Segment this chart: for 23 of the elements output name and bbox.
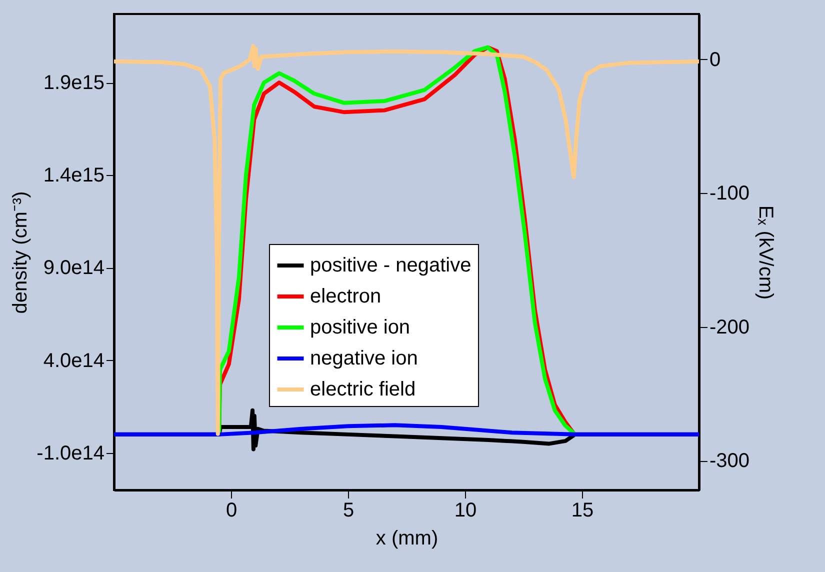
x-tick-label: 0 [226, 500, 238, 522]
y-tick-label: 9.0e14 [43, 257, 104, 280]
line-series [114, 44, 699, 436]
y2-tick-label: -300 [710, 450, 750, 472]
y2-tick-label: 0 [710, 48, 721, 71]
legend-label: electron [310, 286, 382, 308]
x-tick-label: 10 [454, 500, 477, 522]
x-axis-title: x (mm) [376, 528, 438, 550]
y-tick-label: 1.4e15 [43, 164, 104, 187]
y-tick-label: 1.9e15 [43, 72, 104, 94]
y2-tick-label: -200 [710, 316, 750, 338]
y2-tick-label: -100 [710, 182, 750, 205]
y-axis-title: density (cm⁻³) [10, 191, 32, 314]
y-tick-label: 4.0e14 [43, 350, 104, 372]
legend-label: positive ion [310, 316, 410, 338]
legend-label: electric field [310, 378, 416, 400]
legend-label: positive - negative [310, 254, 472, 276]
y2-axis-title: Eₓ (kV/cm) [754, 205, 777, 300]
x-tick-label: 5 [342, 500, 354, 522]
line-series [114, 423, 699, 436]
legend-label: negative ion [310, 348, 418, 370]
x-tick-label: 15 [571, 500, 594, 522]
y-tick-label: -1.0e14 [36, 442, 104, 464]
